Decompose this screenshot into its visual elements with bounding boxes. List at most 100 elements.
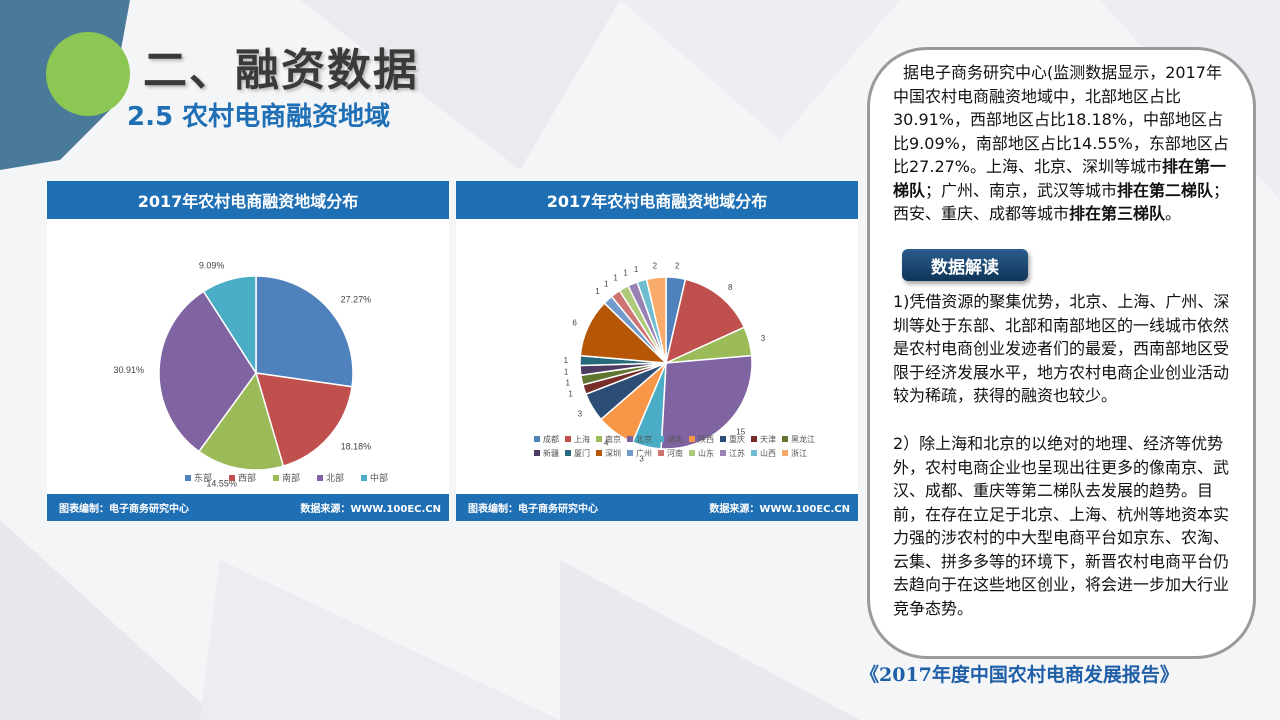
legend-label: 陕西 xyxy=(698,434,714,444)
legend-swatch xyxy=(534,450,540,456)
page-subtitle: 2.5 农村电商融资地域 xyxy=(127,102,391,132)
legend-swatch xyxy=(658,436,664,442)
legend-label: 浙江 xyxy=(791,448,807,458)
legend-swatch xyxy=(596,436,602,442)
report-title: 《2017年度中国农村电商发展报告》 xyxy=(860,664,1179,686)
slice-label: 1 xyxy=(565,378,570,387)
slice-label: 3 xyxy=(761,334,766,343)
legend-label: 新疆 xyxy=(543,448,559,458)
legend-swatch xyxy=(751,436,757,442)
slice-label: 1 xyxy=(613,274,618,283)
pie-slice xyxy=(158,290,257,453)
legend-label: 深圳 xyxy=(605,448,621,458)
legend-swatch xyxy=(689,436,695,442)
pie-slice xyxy=(197,371,285,471)
interpretation-paragraph-1: 1)凭借资源的聚集优势，北京、上海、广州、深圳等处于东部、北部和南部地区的一线城… xyxy=(893,292,1230,405)
data-interpretation-button[interactable]: 数据解读 xyxy=(902,249,1028,281)
slice-label: 30.91% xyxy=(114,365,145,375)
page-title: 二、融资数据 xyxy=(143,45,419,96)
slice-label: 1 xyxy=(564,367,569,376)
legend-swatch xyxy=(720,436,726,442)
slice-label: 18.18% xyxy=(341,441,372,451)
slice-label: 6 xyxy=(572,318,577,327)
footer-author: 图表编制：电子商务研究中心 xyxy=(59,504,189,515)
legend-label: 厦门 xyxy=(574,448,590,458)
legend-swatch xyxy=(627,436,633,442)
slice-label: 3 xyxy=(639,454,644,463)
legend-label: 东部 xyxy=(194,472,212,483)
legend-label: 湖北 xyxy=(667,435,683,444)
chart-footer: 图表编制：电子商务研究中心 数据来源：WWW.100EC.CN xyxy=(456,494,858,521)
legend-label: 山东 xyxy=(698,448,714,458)
pie-slice xyxy=(645,276,667,364)
footer-source: 数据来源：WWW.100EC.CN xyxy=(300,504,441,515)
legend-swatch xyxy=(751,450,757,456)
slice-label: 2 xyxy=(653,262,658,271)
slice-label: 1 xyxy=(604,280,609,289)
slice-label: 8 xyxy=(728,283,733,292)
slice-label: 2 xyxy=(675,262,680,271)
legend-label: 上海 xyxy=(574,434,590,444)
legend-swatch xyxy=(185,475,191,481)
legend-swatch xyxy=(782,436,788,442)
legend-label: 中部 xyxy=(370,472,388,483)
legend-swatch xyxy=(596,450,602,456)
legend-label: 重庆 xyxy=(729,434,745,444)
pie-slice xyxy=(202,275,257,376)
chart-footer: 图表编制：电子商务研究中心 数据来源：WWW.100EC.CN xyxy=(47,494,449,521)
legend-label: 南京 xyxy=(605,434,621,444)
legend-label: 北部 xyxy=(326,472,344,483)
slice-label: 9.09% xyxy=(199,261,225,271)
legend-swatch xyxy=(534,436,540,442)
footer-author: 图表编制：电子商务研究中心 xyxy=(468,504,598,515)
legend-label: 山西 xyxy=(760,448,776,458)
slice-label: 1 xyxy=(595,287,600,296)
pie-slice xyxy=(660,354,753,450)
interpretation-paragraph-2: 2）除上海和北京的以绝对的地理、经济等优势外，农村电商企业也呈现出往更多的像南京… xyxy=(893,434,1230,618)
slice-label: 14.55% xyxy=(206,478,237,488)
legend-label: 河南 xyxy=(667,448,683,458)
legend-label: 广州 xyxy=(636,448,652,458)
chart-header: 2017年农村电商融资地域分布 xyxy=(47,181,449,219)
slice-label: 27.27% xyxy=(341,295,372,305)
legend-swatch xyxy=(720,450,726,456)
region-pie-chart: 27.27% 18.18% 14.55% 30.91% 9.09% 东部 西部 南部 北部 中部 xyxy=(114,261,389,489)
slice-label: 1 xyxy=(634,265,639,274)
footer-source: 数据来源：WWW.100EC.CN xyxy=(709,504,850,515)
pie-slice xyxy=(664,278,746,365)
pie-slice xyxy=(255,275,354,388)
legend-swatch xyxy=(565,436,571,442)
legend-swatch xyxy=(565,450,571,456)
slice-label: 1 xyxy=(623,269,628,278)
slice-label: 1 xyxy=(564,356,569,365)
legend-swatch xyxy=(361,475,367,481)
legend-swatch xyxy=(782,450,788,456)
legend-swatch xyxy=(317,475,323,481)
slice-label: 15 xyxy=(736,427,745,436)
chart-header: 2017年农村电商融资地域分布 xyxy=(456,181,858,219)
legend-label: 天津 xyxy=(760,434,776,444)
slice-label: 4 xyxy=(604,438,609,447)
legend-swatch xyxy=(689,450,695,456)
text-panel xyxy=(867,47,1256,659)
summary-paragraph: 据电子商务研究中心(监测数据显示，2017年中国农村电商融资地域中，北部地区占比… xyxy=(893,63,1230,223)
pie-slice xyxy=(254,372,353,467)
chart-panel-region: 2017年农村电商融资地域分布 27.27% 18.18% 14.55% 30.91%… xyxy=(47,181,449,521)
legend-label: 北京 xyxy=(636,434,652,444)
legend-label: 江苏 xyxy=(729,448,745,458)
green-circle xyxy=(46,32,130,116)
legend-label: 成都 xyxy=(543,434,559,444)
legend-swatch xyxy=(229,475,235,481)
chart-panel-city: 2017年农村电商融资地域分布 2 8 3 15 3 4 3 1 1 1 1 6 1 1 1 1 1 2 成都 上海南… xyxy=(456,181,858,521)
legend-label: 南部 xyxy=(282,472,300,483)
slice-label: 3 xyxy=(578,410,583,419)
legend-label: 黑龙江 xyxy=(791,434,815,444)
legend-swatch xyxy=(627,450,633,456)
legend-swatch xyxy=(658,450,664,456)
slice-label: 1 xyxy=(568,389,573,398)
legend-label: 西部 xyxy=(238,472,256,483)
legend-swatch xyxy=(273,475,279,481)
